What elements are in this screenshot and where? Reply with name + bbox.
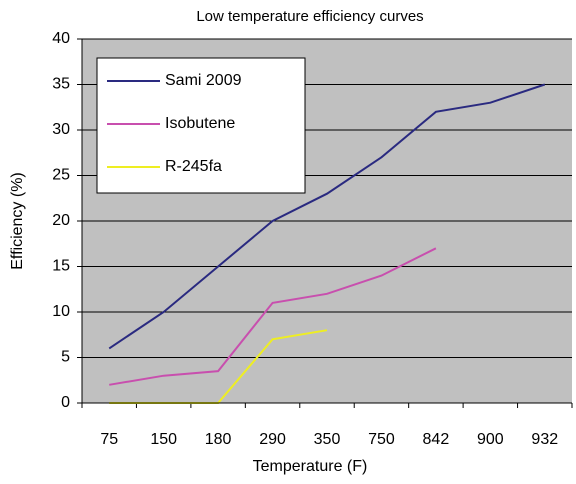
x-tick-label: 932 <box>531 431 558 448</box>
x-tick-label: 842 <box>423 431 450 448</box>
y-tick-label: 20 <box>52 212 70 229</box>
legend-label: Isobutene <box>165 115 235 132</box>
legend-label: R-245fa <box>165 158 222 175</box>
y-axis-label: Efficiency (%) <box>9 172 26 270</box>
y-tick-label: 5 <box>61 349 70 366</box>
y-tick-label: 25 <box>52 167 70 184</box>
series-line <box>109 247 437 386</box>
x-tick-label: 290 <box>259 431 286 448</box>
x-tick-label: 350 <box>314 431 341 448</box>
legend-label: Sami 2009 <box>165 72 242 89</box>
y-tick-label: 35 <box>52 76 70 93</box>
x-axis-label: Temperature (F) <box>253 458 368 475</box>
x-tick-label: 150 <box>150 431 177 448</box>
x-tick-label: 900 <box>477 431 504 448</box>
y-tick-label: 15 <box>52 258 70 275</box>
y-tick-label: 0 <box>61 394 70 411</box>
x-tick-label: 750 <box>368 431 395 448</box>
y-tick-label: 40 <box>52 30 70 47</box>
x-tick-label: 180 <box>205 431 232 448</box>
x-tick-label: 75 <box>100 431 118 448</box>
y-tick-label: 30 <box>52 121 70 138</box>
series-line <box>108 83 546 350</box>
y-tick-label: 10 <box>52 303 70 320</box>
chart-title: Low temperature efficiency curves <box>196 8 423 25</box>
